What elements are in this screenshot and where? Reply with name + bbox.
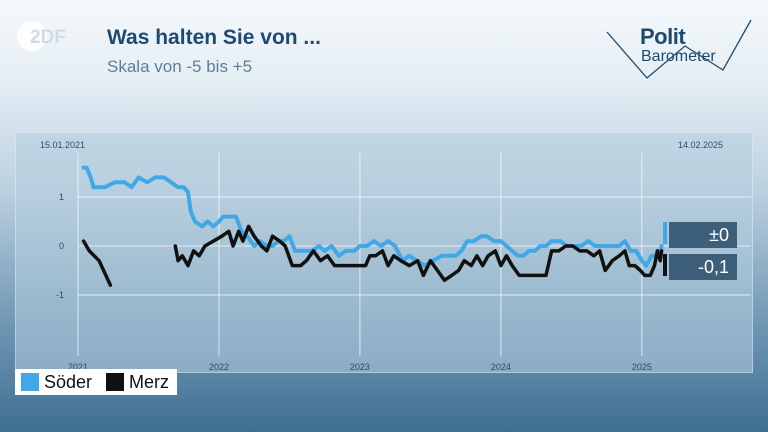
legend-label-merz: Merz xyxy=(129,371,170,392)
politbarometer-logo-line2: Barometer xyxy=(641,48,716,65)
zdf-logo: 2DF xyxy=(17,21,66,51)
merz-value-box: -0,1 xyxy=(669,254,737,280)
line-chart: 1 0 -1 2021 2022 2023 2024 2025 15.01.2021 14.02.… xyxy=(40,140,751,371)
politbarometer-logo xyxy=(606,19,752,79)
legend-swatch-merz xyxy=(106,373,125,391)
soeder-value: ±0 xyxy=(709,225,729,245)
y-tick-label: 0 xyxy=(59,241,64,251)
series-line-merz xyxy=(173,224,664,283)
y-tick-label: -1 xyxy=(56,290,64,300)
x-tick-label: 2025 xyxy=(632,362,652,371)
x-tick-label: 2022 xyxy=(209,362,229,371)
merz-value: -0,1 xyxy=(697,257,729,277)
x-tick-label: 2023 xyxy=(350,362,370,371)
series-line-merz xyxy=(81,239,113,287)
politbarometer-logo-line1: Polit xyxy=(640,24,686,49)
legend-label-soeder: Söder xyxy=(44,371,93,392)
zdf-logo-text: 2DF xyxy=(30,27,66,48)
y-tick-label: 1 xyxy=(59,192,64,202)
page-title: Was halten Sie von ... xyxy=(107,26,321,49)
merz-value-marker xyxy=(663,254,667,276)
soeder-value-marker xyxy=(663,222,667,244)
legend-swatch-soeder xyxy=(21,373,39,391)
x-tick-label: 2021 xyxy=(68,362,88,371)
chart-legend: Söder Merz xyxy=(15,369,178,395)
soeder-value-box: ±0 xyxy=(669,222,737,248)
page-subtitle: Skala von -5 bis +5 xyxy=(107,57,253,76)
date-start-label: 15.01.2021 xyxy=(40,140,85,150)
x-tick-label: 2024 xyxy=(491,362,511,371)
date-end-label: 14.02.2025 xyxy=(678,140,723,150)
series-line-soeder xyxy=(81,165,664,268)
